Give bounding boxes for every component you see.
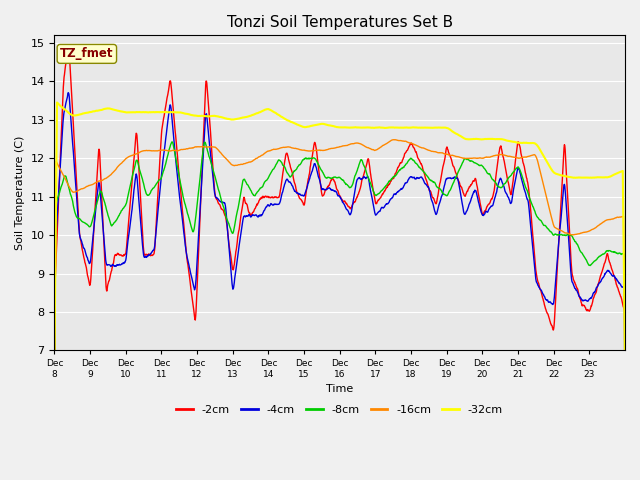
Legend: -2cm, -4cm, -8cm, -16cm, -32cm: -2cm, -4cm, -8cm, -16cm, -32cm [172, 400, 508, 419]
Text: TZ_fmet: TZ_fmet [60, 48, 114, 60]
X-axis label: Time: Time [326, 384, 353, 395]
Title: Tonzi Soil Temperatures Set B: Tonzi Soil Temperatures Set B [227, 15, 452, 30]
Y-axis label: Soil Temperature (C): Soil Temperature (C) [15, 136, 25, 250]
